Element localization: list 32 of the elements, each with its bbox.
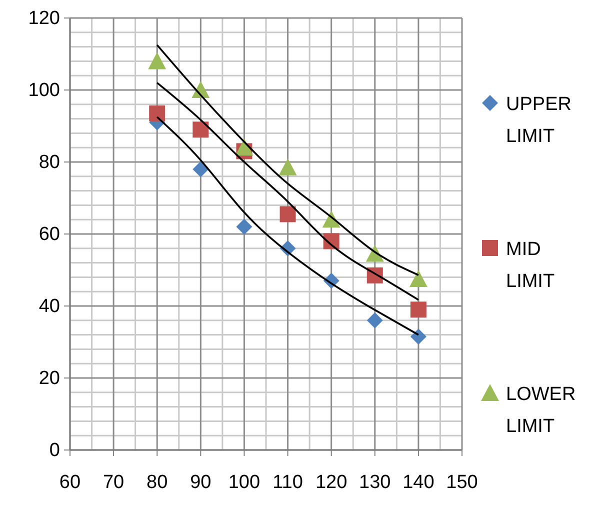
legend-label: LOWER LIMIT [506, 384, 576, 437]
y-tick-label: 80 [38, 152, 60, 173]
y-tick-label: 0 [49, 440, 60, 461]
x-tick-label: 110 [272, 472, 303, 493]
y-tick-label: 120 [28, 8, 60, 29]
point [280, 206, 296, 222]
point [149, 105, 166, 122]
x-tick-label: 80 [146, 472, 168, 493]
y-tick-label: 60 [38, 224, 60, 245]
x-tick-label: 90 [190, 472, 212, 493]
x-tick-label: 120 [315, 472, 348, 493]
point [236, 218, 252, 235]
point [278, 158, 297, 176]
point [148, 52, 166, 70]
y-tick-label: 100 [28, 80, 60, 101]
point [410, 302, 426, 318]
point [192, 122, 209, 138]
legend-label: UPPER LIMIT [506, 94, 572, 147]
x-tick-label: 70 [102, 472, 124, 493]
point [366, 312, 383, 328]
x-tick-label: 140 [402, 472, 434, 493]
point [409, 270, 428, 287]
y-tick-label: 20 [38, 368, 60, 389]
line-series [156, 82, 420, 301]
point [192, 161, 209, 178]
y-tick-label: 40 [38, 296, 60, 317]
x-tick-label: 60 [59, 472, 81, 493]
x-tick-label: 100 [228, 472, 260, 493]
x-tick-label: 150 [446, 472, 478, 493]
x-tick-label: 130 [359, 472, 391, 493]
point [410, 328, 426, 345]
legend-label: MID LIMIT [506, 239, 555, 292]
